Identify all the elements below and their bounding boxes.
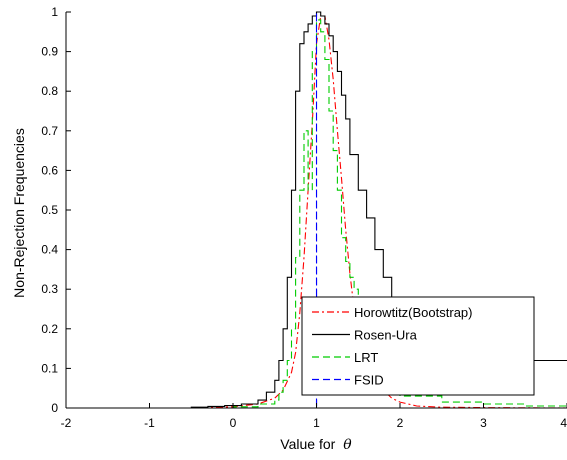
y-tick-label: 0.2 [41, 322, 58, 336]
y-axis-title: Non-Rejection Frequencies [11, 128, 27, 298]
x-tick-label: 2 [397, 416, 404, 430]
x-tick-label: 4 [560, 416, 567, 430]
x-tick-label: -2 [61, 416, 72, 430]
y-tick-label: 0.6 [41, 163, 58, 177]
legend-label: Rosen-Ura [354, 328, 418, 343]
x-tick-label: 0 [230, 416, 237, 430]
x-tick-label: -1 [144, 416, 155, 430]
x-axis-title: Value for θ [280, 436, 352, 453]
y-tick-label: 0.8 [41, 84, 58, 98]
y-tick-label: 0.3 [41, 282, 58, 296]
y-tick-label: 1 [51, 5, 58, 19]
x-tick-label: 1 [313, 416, 320, 430]
y-tick-label: 0.9 [41, 45, 58, 59]
series-line-0 [66, 15, 567, 409]
y-tick-label: 0.1 [41, 361, 58, 375]
x-tick-label: 3 [480, 416, 487, 430]
legend: Horowtitz(Bootstrap) Rosen-Ura LRT FSID [301, 296, 535, 396]
legend-label: LRT [354, 350, 378, 365]
y-tick-label: 0 [51, 401, 58, 415]
y-tick-label: 0.5 [41, 203, 58, 217]
legend-label: FSID [354, 373, 384, 388]
y-tick-label: 0.7 [41, 124, 58, 138]
y-tick-label: 0.4 [41, 243, 58, 257]
ticks-layer: -2 -1 0 1 2 3 4 0 0.1 0.2 0.3 0.4 0.5 0.6 0.7 0.8 0.9 1 [41, 5, 567, 430]
legend-label: Horowtitz(Bootstrap) [354, 305, 472, 320]
legend-box [301, 296, 535, 396]
